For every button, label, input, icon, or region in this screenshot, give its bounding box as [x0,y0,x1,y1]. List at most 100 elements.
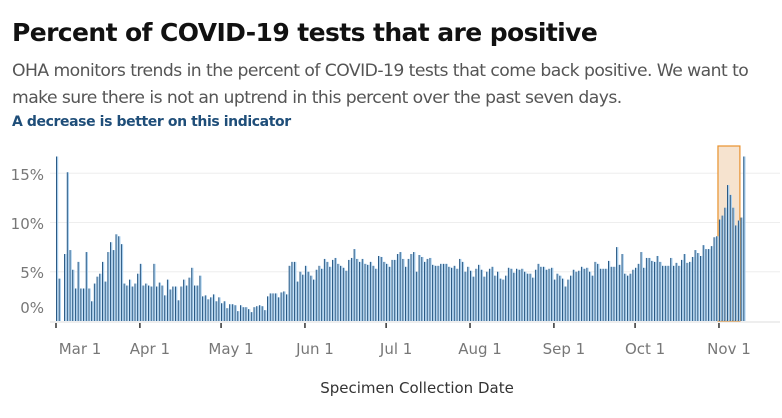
bar-edge [521,268,523,321]
bar [212,294,216,321]
bar [448,266,451,321]
bar [694,250,697,321]
bar-edge [610,266,612,321]
bar-edge [115,234,117,321]
bar [123,283,126,321]
bar [283,291,286,321]
bar [708,249,711,321]
x-tick-label: Apr 1 [130,340,170,358]
bar [399,252,402,321]
bar-edge [372,265,374,321]
bar [553,279,557,321]
bar [621,254,624,321]
bar-edge [202,296,204,321]
bar [215,301,218,321]
bar-edge [716,236,718,321]
bar-edge [629,273,631,321]
bar-edge [353,249,355,321]
bar [321,268,324,321]
bar-edge [334,257,336,321]
bar-edge [350,257,352,321]
bar-edge [80,288,82,321]
bar-edge [85,252,87,321]
bar [589,271,592,321]
bar-edge [129,279,130,321]
bar [591,275,594,321]
bar [202,296,205,321]
bar [253,307,256,321]
bar [74,288,78,321]
bar [361,258,364,321]
bar-edge [589,271,590,321]
bar [353,249,356,321]
bar-edge [123,283,125,321]
bar-edge [488,268,490,321]
bar-edge [148,285,149,321]
bar-edge [280,292,282,321]
bar [342,267,346,321]
bar [372,265,375,321]
bar [662,265,665,321]
bar [610,266,613,321]
bar-edge [250,312,252,321]
bar-edge [120,244,122,321]
bar-edge [169,289,171,321]
bar [83,288,86,321]
bar-edge [526,273,528,321]
bar-edge [391,259,393,321]
x-axis-label: Specimen Collection Date [320,379,514,397]
bar-edge [478,264,480,321]
bar-edge [245,307,247,321]
bar-edge [480,269,482,321]
bar [139,263,143,321]
bar [272,293,275,321]
bar-edge [196,285,198,321]
bar [626,275,630,321]
bar-edge [510,268,512,321]
bar [378,255,381,321]
bar [637,263,640,321]
bar [651,260,654,321]
bar-edge [524,271,526,321]
bar [721,215,724,321]
bar-edge [513,272,515,321]
bar-edge [502,279,504,321]
bar-edge [118,236,120,321]
bar [602,268,605,321]
bar [664,265,668,321]
bar [691,256,695,321]
bar [223,301,226,321]
bar-edge [294,261,296,321]
bar [131,286,134,321]
chart-subtitle: OHA monitors trends in the percent of CO… [12,61,749,108]
bar-edge [656,255,658,321]
bar-edge [172,286,174,321]
y-tick-label: 10% [11,215,44,233]
bar [153,263,156,321]
indicator-note: A decrease is better on this indicator [12,114,291,130]
bar [551,267,554,321]
bar-edge [602,268,604,321]
bar [683,254,686,321]
bar-edge [161,285,163,321]
bar-edge [329,266,331,321]
bar-edge [732,207,734,321]
bar-edge [507,267,509,321]
y-tick-label: 5% [20,264,44,282]
bar [543,266,546,321]
bar-edge [304,265,306,321]
bar [356,258,359,321]
bar-edge [340,265,342,321]
bar-edge [724,207,726,321]
bar-edge [543,266,544,321]
bar-edge [388,266,390,321]
bar [724,207,727,321]
bar-edge [578,270,580,321]
bar [188,277,191,321]
bar [169,289,172,321]
bar-edge [110,242,112,321]
bar [191,267,194,321]
bar-edge [710,246,712,321]
bar-edge [413,252,415,321]
